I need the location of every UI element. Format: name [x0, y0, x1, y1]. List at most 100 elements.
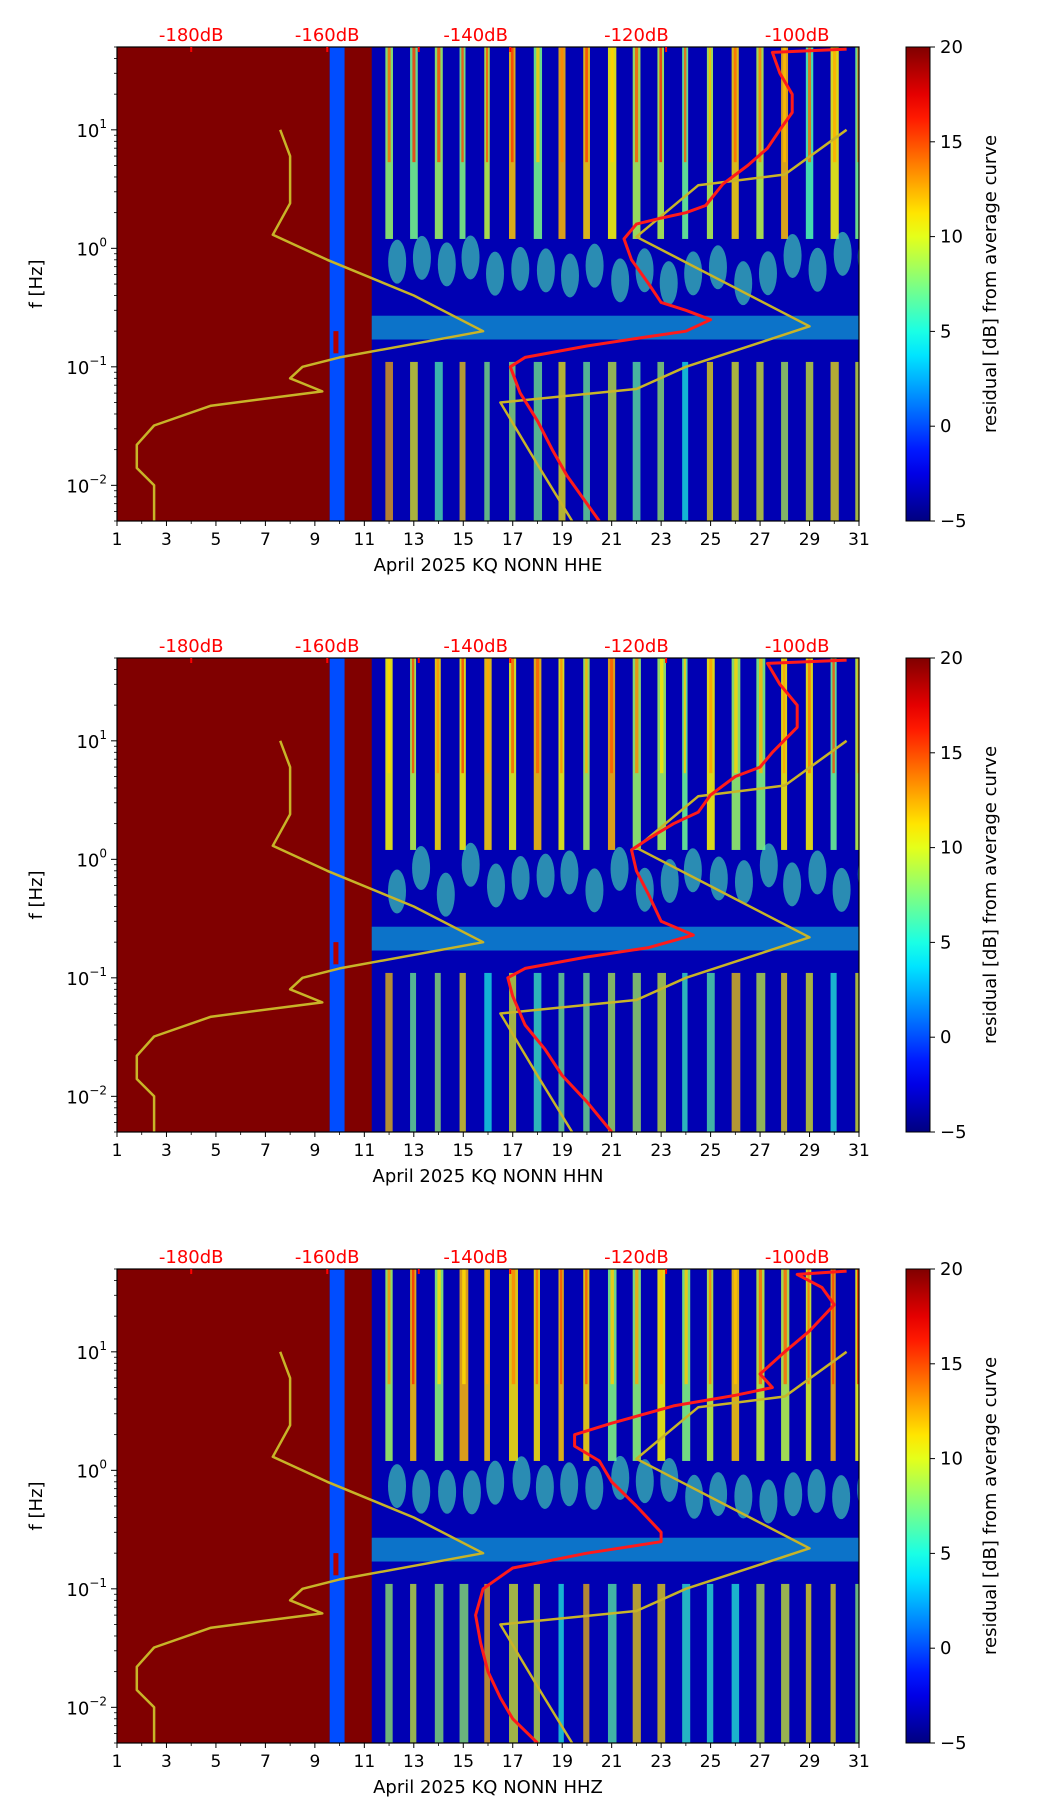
x-tick-label: 23	[650, 530, 672, 550]
noise-stripe	[459, 1583, 469, 1743]
microseism-plume	[635, 1459, 654, 1504]
noise-stripe	[484, 972, 492, 1132]
microseism-plume	[857, 863, 859, 886]
noise-stripe	[708, 47, 712, 163]
colorbar-tick-label: 15	[940, 743, 963, 764]
noise-stripe	[855, 47, 859, 239]
x-tick-label: 27	[749, 1141, 771, 1161]
noise-stripe	[533, 1583, 540, 1743]
x-tick-label: 29	[799, 530, 821, 550]
noise-stripe	[682, 1583, 691, 1743]
microseism-plume	[512, 1456, 531, 1501]
x-tick-label: 23	[650, 1752, 672, 1772]
noise-stripe	[585, 658, 588, 774]
colorbar-tick-label: 0	[940, 1027, 951, 1048]
noise-stripe	[833, 47, 837, 163]
colorbar-tick-label: 10	[940, 838, 963, 859]
top-db-tick-label: -180dB	[159, 636, 224, 657]
microseism-plume	[461, 842, 480, 887]
high-noise-model-curve	[499, 1350, 848, 1743]
y-tick-exponent: −1	[89, 354, 107, 368]
noise-stripe	[434, 361, 443, 521]
noise-stripe	[610, 658, 613, 774]
y-tick-base: 10	[76, 121, 99, 142]
top-db-tick-label: -160dB	[295, 636, 360, 657]
microseism-plume	[486, 251, 505, 296]
x-tick-label: 9	[309, 1752, 320, 1772]
microseism-plume	[536, 853, 555, 898]
x-axis-label: April 2025 KQ NONN HHN	[373, 1166, 604, 1187]
noise-stripe	[734, 658, 738, 774]
colorbar-frame	[905, 1268, 931, 1744]
noise-stripe	[731, 1583, 740, 1743]
microseism-plume	[783, 862, 802, 907]
x-tick-label: 9	[309, 530, 320, 550]
noise-stripe	[759, 658, 763, 774]
noise-stripe	[805, 972, 813, 1132]
microseism-plume	[734, 261, 753, 306]
microseism-plume	[437, 242, 456, 287]
average-psd-curve	[474, 1269, 847, 1743]
noise-stripe	[682, 972, 688, 1132]
noise-stripe	[583, 1583, 590, 1743]
x-tick-label: 11	[354, 1141, 376, 1161]
noise-stripe	[783, 1269, 787, 1385]
plot-area	[117, 47, 859, 521]
y-tick-exponent: 0	[99, 235, 107, 249]
microseism-plume	[685, 1474, 704, 1519]
noise-stripe	[462, 1269, 466, 1385]
y-tick-exponent: −2	[89, 472, 107, 486]
x-axis-label: April 2025 KQ NONN HHZ	[373, 1777, 603, 1798]
x-tick-label: 17	[502, 530, 524, 550]
noise-stripe	[437, 1269, 441, 1385]
saturated-region	[117, 658, 330, 1132]
noise-stripe	[830, 1583, 836, 1743]
top-db-tick-label: -140dB	[443, 636, 508, 657]
noise-stripe	[857, 47, 859, 163]
colorbar	[906, 1269, 930, 1743]
y-tick-label: 100	[76, 235, 107, 260]
x-tick-label: 5	[211, 1141, 222, 1161]
noise-stripe	[683, 658, 686, 774]
y-tick-exponent: 1	[99, 117, 107, 131]
x-tick-label: 7	[260, 1141, 271, 1161]
saturated-region	[344, 1269, 372, 1743]
noise-stripe	[585, 47, 588, 163]
noise-stripe	[756, 1583, 765, 1743]
microseism-plume	[759, 1479, 778, 1524]
x-tick-label: 7	[260, 1752, 271, 1772]
microseism-plume	[734, 1474, 753, 1519]
x-tick-label: 13	[403, 1752, 425, 1772]
x-tick-label: 17	[502, 1141, 524, 1161]
noise-stripe	[387, 658, 391, 774]
microseism-plume	[784, 1472, 803, 1517]
top-db-tick-label: -140dB	[443, 25, 508, 46]
y-tick-label: 10−2	[66, 1694, 107, 1719]
noise-stripe	[434, 1583, 444, 1743]
x-tick-label: 11	[354, 530, 376, 550]
plot-area	[117, 1269, 859, 1743]
colorbar-tick-label: 5	[940, 932, 951, 953]
colorbar	[906, 658, 930, 1132]
microseism-plume	[412, 846, 431, 891]
y-tick-label: 10−2	[66, 472, 107, 497]
noise-stripe	[731, 972, 741, 1132]
microseism-plume	[462, 1470, 481, 1515]
y-tick-label: 10−1	[66, 354, 107, 379]
microseism-plume	[438, 1469, 457, 1514]
microseism-plume	[560, 1462, 579, 1507]
microseism-plume	[388, 1464, 407, 1509]
noise-stripe	[855, 361, 859, 521]
noise-stripe	[509, 361, 516, 521]
noise-stripe	[410, 361, 418, 521]
microseism-plume	[832, 1475, 851, 1520]
noise-stripe	[437, 47, 441, 163]
noise-stripe	[459, 361, 466, 521]
noise-stripe	[510, 47, 514, 163]
noise-stripe	[583, 361, 590, 521]
noise-stripe	[461, 47, 464, 163]
microseism-plume	[833, 231, 852, 276]
top-db-tick-label: -100dB	[765, 1247, 830, 1268]
saturated-region	[344, 47, 372, 521]
